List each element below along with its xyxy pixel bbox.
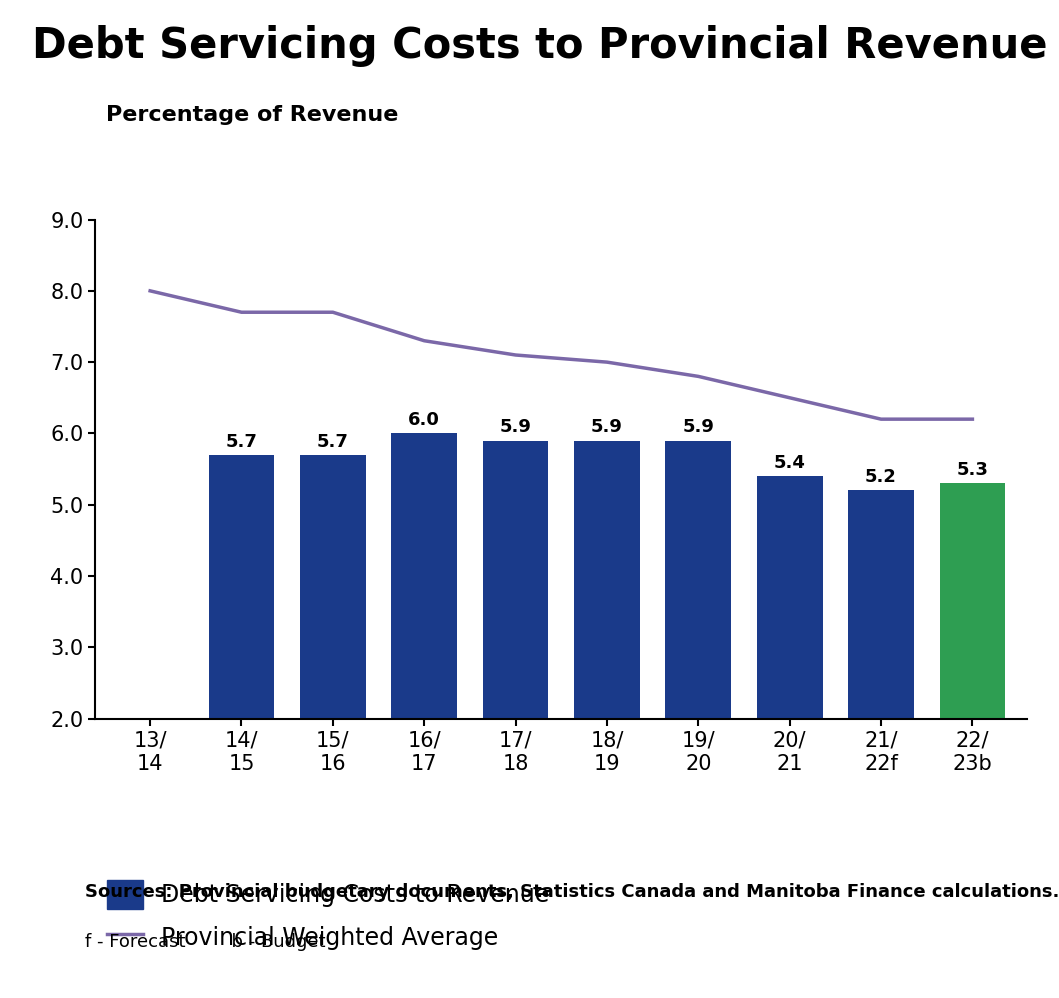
Text: 5.9: 5.9 — [682, 418, 714, 436]
Text: 5.7: 5.7 — [317, 432, 348, 450]
Text: 5.2: 5.2 — [865, 468, 897, 486]
Bar — [392, 433, 457, 719]
Text: Percentage of Revenue: Percentage of Revenue — [106, 105, 398, 125]
Bar — [939, 483, 1005, 719]
Bar — [209, 455, 274, 719]
Bar — [665, 440, 731, 719]
Text: Sources: Provincial budgetary documents, Statistics Canada and Manitoba Finance : Sources: Provincial budgetary documents,… — [85, 883, 1059, 901]
Text: 5.4: 5.4 — [774, 454, 806, 472]
Bar — [300, 455, 365, 719]
Legend: Debt Servicing Costs to Revenue, Provincial Weighted Average: Debt Servicing Costs to Revenue, Provinc… — [107, 880, 550, 952]
Text: Debt Servicing Costs to Provincial Revenue: Debt Servicing Costs to Provincial Reven… — [32, 25, 1047, 67]
Text: 5.3: 5.3 — [956, 461, 988, 479]
Text: f - Forecast        b - Budget: f - Forecast b - Budget — [85, 933, 325, 951]
Bar — [574, 440, 640, 719]
Text: 5.9: 5.9 — [591, 418, 623, 436]
Text: 5.9: 5.9 — [500, 418, 532, 436]
Bar — [757, 476, 823, 719]
Text: 6.0: 6.0 — [409, 411, 441, 429]
Bar — [483, 440, 549, 719]
Bar — [848, 490, 914, 719]
Text: 5.7: 5.7 — [226, 432, 257, 450]
